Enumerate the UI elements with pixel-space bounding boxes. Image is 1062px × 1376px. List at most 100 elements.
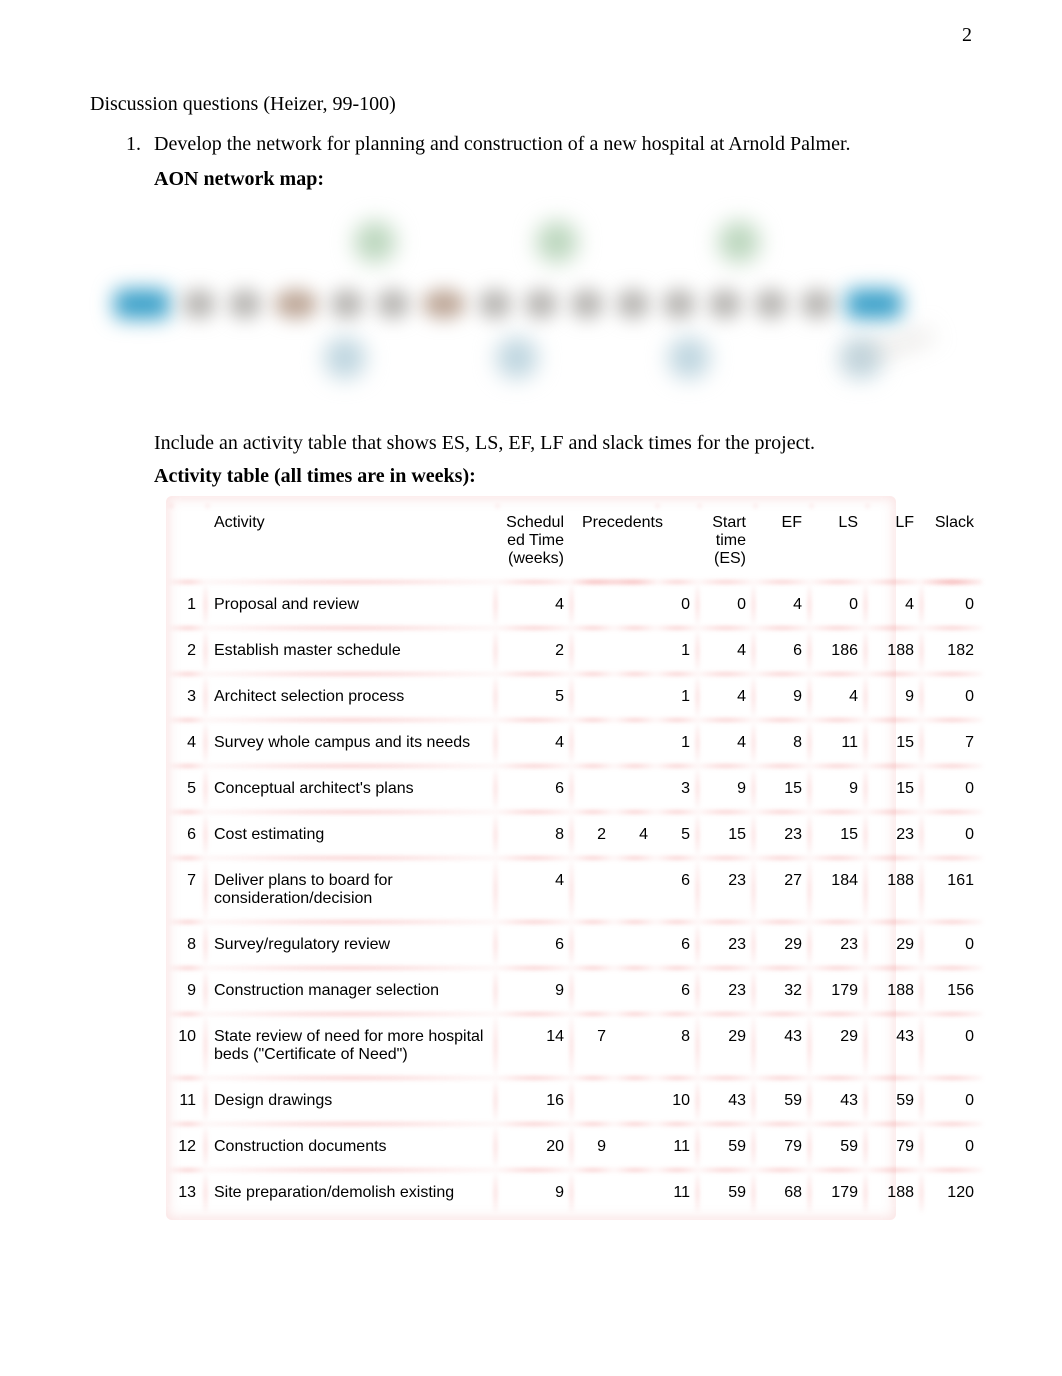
cell-ls: 29 [810, 1014, 866, 1078]
cell-idx: 6 [170, 812, 206, 858]
cell-lf: 188 [866, 968, 922, 1014]
cell-sched: 5 [496, 674, 572, 720]
diagram-node-icon [228, 289, 262, 319]
cell-p2 [614, 858, 656, 922]
cell-slack: 0 [922, 1124, 982, 1170]
cell-lf: 4 [866, 582, 922, 628]
table-row: 11Design drawings1610435943590 [170, 1078, 982, 1124]
diagram-node-icon [182, 289, 216, 319]
diagram-node-icon [478, 289, 512, 319]
col-header-ef: EF [754, 500, 810, 582]
table-row: 5Conceptual architect's plans639159150 [170, 766, 982, 812]
cell-p3: 11 [656, 1170, 698, 1216]
diagram-node-icon [274, 289, 318, 319]
cell-sched: 16 [496, 1078, 572, 1124]
cell-lf: 15 [866, 766, 922, 812]
cell-idx: 4 [170, 720, 206, 766]
diagram-node-icon [800, 289, 834, 319]
col-header-slack: Slack [922, 500, 982, 582]
cell-p2 [614, 582, 656, 628]
cell-p1 [572, 922, 614, 968]
diagram-node-icon [536, 221, 578, 263]
cell-p1 [572, 968, 614, 1014]
diagram-node-icon [662, 289, 696, 319]
cell-ef: 29 [754, 922, 810, 968]
cell-slack: 156 [922, 968, 982, 1014]
cell-sched: 6 [496, 766, 572, 812]
cell-es: 59 [698, 1170, 754, 1216]
cell-idx: 12 [170, 1124, 206, 1170]
cell-activity: Establish master schedule [206, 628, 496, 674]
cell-slack: 0 [922, 812, 982, 858]
cell-activity: Survey whole campus and its needs [206, 720, 496, 766]
diagram-node-icon [354, 221, 396, 263]
cell-p2 [614, 1014, 656, 1078]
diagram-node-icon [708, 289, 742, 319]
cell-p1 [572, 766, 614, 812]
page: 2 Discussion questions (Heizer, 99-100) … [0, 0, 1062, 1376]
cell-es: 23 [698, 858, 754, 922]
cell-sched: 14 [496, 1014, 572, 1078]
cell-activity: Survey/regulatory review [206, 922, 496, 968]
cell-slack: 0 [922, 674, 982, 720]
cell-ef: 43 [754, 1014, 810, 1078]
cell-ef: 6 [754, 628, 810, 674]
cell-sched: 2 [496, 628, 572, 674]
cell-es: 23 [698, 922, 754, 968]
cell-p3: 6 [656, 922, 698, 968]
table-row: 2Establish master schedule2146186188182 [170, 628, 982, 674]
cell-ls: 23 [810, 922, 866, 968]
cell-sched: 9 [496, 968, 572, 1014]
cell-sched: 6 [496, 922, 572, 968]
cell-p2 [614, 674, 656, 720]
page-number: 2 [962, 24, 972, 47]
diagram-node-icon [376, 289, 410, 319]
cell-p2 [614, 1078, 656, 1124]
discussion-heading: Discussion questions (Heizer, 99-100) [90, 90, 972, 118]
cell-p3: 1 [656, 674, 698, 720]
col-header-activity: Activity [206, 500, 496, 582]
diagram-node-icon [324, 337, 366, 379]
cell-ls: 186 [810, 628, 866, 674]
cell-p2 [614, 1124, 656, 1170]
cell-p3: 5 [656, 812, 698, 858]
cell-ef: 68 [754, 1170, 810, 1216]
cell-activity: Cost estimating [206, 812, 496, 858]
cell-p3: 3 [656, 766, 698, 812]
diagram-node-icon [330, 289, 364, 319]
cell-activity: State review of need for more hospital b… [206, 1014, 496, 1078]
diagram-node-icon [524, 289, 558, 319]
cell-p1 [572, 1170, 614, 1216]
cell-slack: 0 [922, 1078, 982, 1124]
cell-lf: 188 [866, 1170, 922, 1216]
aon-subheading: AON network map: [154, 168, 972, 191]
list-item-1: 1. Develop the network for planning and … [126, 128, 972, 160]
cell-ef: 79 [754, 1124, 810, 1170]
cell-slack: 0 [922, 766, 982, 812]
cell-es: 59 [698, 1124, 754, 1170]
cell-ls: 15 [810, 812, 866, 858]
cell-es: 4 [698, 628, 754, 674]
cell-activity: Site preparation/demolish existing [206, 1170, 496, 1216]
table-row: 1Proposal and review4004040 [170, 582, 982, 628]
cell-sched: 9 [496, 1170, 572, 1216]
diagram-node-icon [668, 337, 710, 379]
table-row: 10State review of need for more hospital… [170, 1014, 982, 1078]
table-row: 9Construction manager selection962332179… [170, 968, 982, 1014]
cell-ls: 4 [810, 674, 866, 720]
cell-idx: 11 [170, 1078, 206, 1124]
cell-ef: 32 [754, 968, 810, 1014]
col-header-lf: LF [866, 500, 922, 582]
list-text: Develop the network for planning and con… [154, 128, 851, 160]
table-header-row: Activity Scheduled Time(weeks) Precedent… [170, 500, 982, 582]
col-header-precedents: Precedents [572, 500, 656, 582]
cell-slack: 0 [922, 1014, 982, 1078]
cell-p2 [614, 766, 656, 812]
cell-p1: 9 [572, 1124, 614, 1170]
diagram-end-cap-icon [846, 289, 902, 319]
cell-ls: 43 [810, 1078, 866, 1124]
aon-diagram [90, 199, 972, 399]
cell-es: 23 [698, 968, 754, 1014]
cell-activity: Construction documents [206, 1124, 496, 1170]
list-number: 1. [126, 128, 154, 160]
